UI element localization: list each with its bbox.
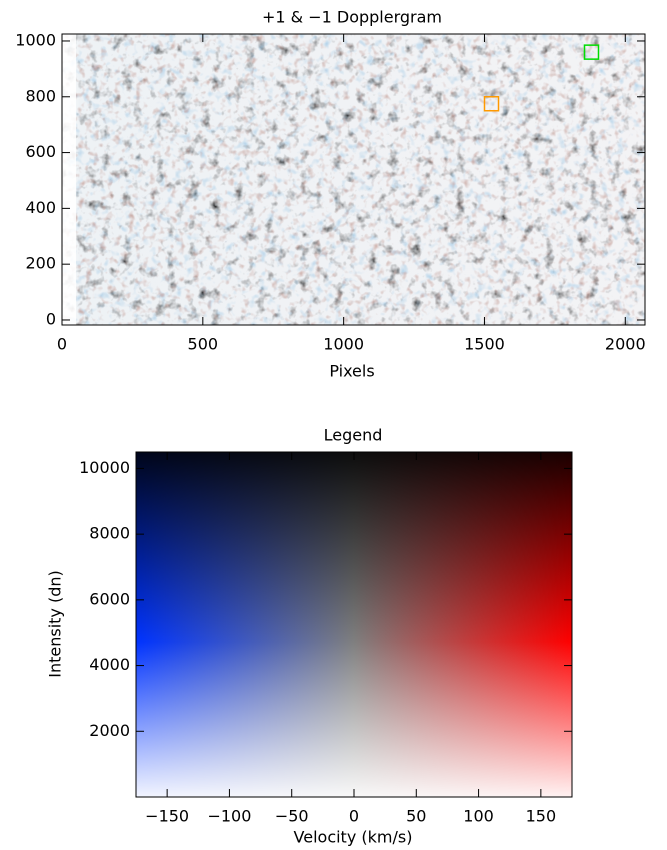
x-tick-label: 150 xyxy=(526,807,557,826)
x-tick-label: 2000 xyxy=(605,335,646,354)
x-tick-label: −100 xyxy=(207,807,251,826)
chart-title: +1 & −1 Dopplergram xyxy=(262,8,442,27)
y-tick-label: 4000 xyxy=(89,655,130,674)
colormap-shade xyxy=(136,452,572,797)
x-tick-label: 1500 xyxy=(464,335,505,354)
y-tick-label: 10000 xyxy=(79,458,130,477)
y-tick-label: 800 xyxy=(25,86,56,105)
y-tick-label: 400 xyxy=(25,198,56,217)
x-tick-label: 500 xyxy=(188,335,219,354)
plot-frame xyxy=(61,33,646,326)
x-axis-label: Velocity (km/s) xyxy=(294,828,413,847)
marker-box xyxy=(483,96,500,112)
y-tick-label: 0 xyxy=(46,309,56,328)
y-tick-label: 200 xyxy=(25,254,56,273)
x-tick-label: 0 xyxy=(349,807,359,826)
x-axis-label: Pixels xyxy=(329,362,374,381)
y-axis-label: Intensity (dn) xyxy=(46,570,65,678)
x-tick-label: 100 xyxy=(463,807,494,826)
chart-title: Legend xyxy=(324,426,383,445)
y-tick-label: 2000 xyxy=(89,721,130,740)
limb-edge xyxy=(62,34,76,325)
x-tick-label: −150 xyxy=(145,807,189,826)
y-tick-label: 600 xyxy=(25,142,56,161)
y-tick-label: 6000 xyxy=(89,589,130,608)
x-tick-label: 1000 xyxy=(323,335,364,354)
y-tick-label: 1000 xyxy=(15,30,56,49)
y-tick-label: 8000 xyxy=(89,524,130,543)
image xyxy=(62,34,645,325)
x-tick-label: −50 xyxy=(275,807,309,826)
x-tick-label: 50 xyxy=(406,807,426,826)
x-tick-label: 0 xyxy=(57,335,67,354)
marker-box xyxy=(583,44,600,60)
